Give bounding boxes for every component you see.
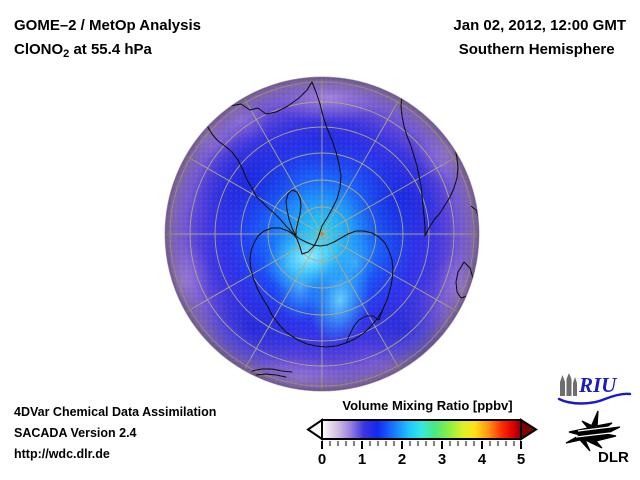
colorbar-min-arrow — [306, 418, 323, 441]
species-subscript: 2 — [63, 48, 70, 60]
data-centre-url[interactable]: http://wdc.dlr.de — [14, 447, 110, 461]
species-name: ClONO — [14, 41, 64, 58]
coastline-new-zealand — [407, 377, 419, 390]
colorbar-tick-3: 3 — [438, 451, 446, 468]
field-blobs — [165, 77, 479, 391]
colorbar-tick-2: 2 — [398, 451, 406, 468]
colorbar: Volume Mixing Ratio [ppbv] — [305, 398, 550, 470]
timestamp-label: Jan 02, 2012, 12:00 GMT — [453, 17, 626, 34]
pixel-texture-overlay — [165, 77, 479, 391]
colorbar-minor-ticks — [329, 441, 515, 446]
assimilation-method-label: 4DVar Chemical Data Assimilation — [14, 405, 217, 419]
colorbar-tick-labels: 0 1 2 3 4 5 — [318, 451, 525, 468]
riu-logo: RIU — [557, 373, 632, 405]
colorbar-tick-0: 0 — [318, 451, 326, 468]
globe-outline — [164, 76, 480, 392]
dlr-wing-lines — [575, 426, 611, 438]
colorbar-title: Volume Mixing Ratio [ppbv] — [342, 398, 513, 413]
coastlines — [195, 81, 479, 390]
south-pole-marker — [320, 232, 324, 236]
header-right: Jan 02, 2012, 12:00 GMT Southern Hemisph… — [453, 14, 626, 62]
globe-group — [164, 76, 480, 392]
riu-wordmark: RIU — [578, 373, 618, 397]
coastline-ross-ice-shelf — [345, 308, 384, 344]
colorbar-major-ticks — [321, 441, 522, 449]
header-left: GOME–2 / MetOp Analysis ClONO2 at 55.4 h… — [14, 14, 201, 63]
graticule-meridians — [165, 77, 479, 391]
colorbar-scale: 0 1 2 3 4 5 — [306, 418, 538, 468]
graticule-parallels — [169, 81, 475, 387]
colorbar-tick-1: 1 — [358, 451, 366, 468]
riu-swoosh-icon — [557, 392, 632, 405]
dlr-wordmark: DLR — [598, 449, 629, 466]
globe-contents — [165, 77, 479, 391]
coastline-madagascar — [455, 261, 474, 299]
dlr-logo: DLR — [565, 410, 629, 466]
limb-shading — [165, 77, 479, 391]
coastline-australia — [251, 368, 293, 378]
species-level-title: ClONO2 at 55.4 hPa — [14, 38, 201, 63]
colorbar-frame — [321, 419, 522, 440]
hemisphere-label: Southern Hemisphere — [458, 41, 615, 58]
coastline-island-arc — [470, 205, 479, 217]
coastline-antarctica — [249, 227, 394, 348]
footer-credits: 4DVar Chemical Data Assimilation SACADA … — [14, 402, 216, 465]
colorbar-tick-4: 4 — [478, 451, 487, 468]
globe-disc — [165, 77, 479, 391]
software-version-label: SACADA Version 2.4 — [14, 426, 137, 440]
instrument-title: GOME–2 / MetOp Analysis — [14, 17, 201, 34]
coastline-antarctic-peninsula — [285, 189, 302, 237]
coastline-africa — [400, 85, 459, 237]
riu-tower-icon — [560, 373, 577, 396]
pressure-level: at 55.4 hPa — [69, 41, 152, 58]
colorbar-max-arrow — [520, 418, 538, 441]
dlr-emblem-icon — [565, 410, 621, 452]
coastline-south-america — [195, 81, 342, 255]
colorbar-tick-5: 5 — [517, 451, 525, 468]
colorbar-gradient — [322, 420, 521, 439]
